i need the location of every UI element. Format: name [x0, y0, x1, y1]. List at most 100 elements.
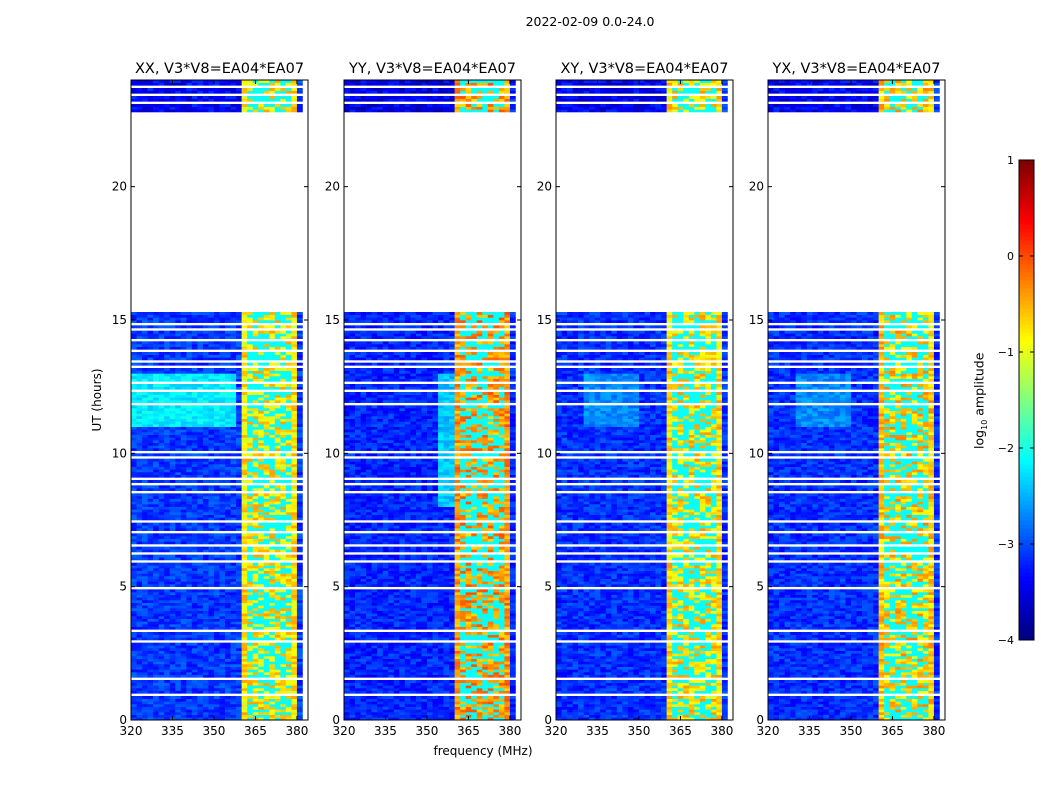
- heatmap-cell: [291, 506, 298, 510]
- heatmap-cell: [274, 672, 281, 675]
- heatmap-cell: [142, 469, 148, 473]
- heatmap-cell: [136, 538, 143, 542]
- heatmap-cell: [219, 674, 226, 678]
- heatmap-cell: [169, 469, 176, 473]
- heatmap-cell: [393, 709, 400, 713]
- heatmap-cell: [175, 80, 182, 83]
- heatmap-cell: [355, 709, 361, 713]
- heatmap-cell: [355, 688, 361, 691]
- heatmap-cell: [147, 368, 154, 371]
- heatmap-cell: [252, 626, 259, 630]
- heatmap-cell: [230, 674, 237, 678]
- heatmap-cell: [415, 714, 422, 718]
- heatmap-cell: [202, 714, 209, 718]
- heatmap-cell: [164, 400, 171, 403]
- heatmap-cell: [438, 712, 444, 715]
- heatmap-cell: [465, 690, 472, 694]
- heatmap-cell: [164, 82, 171, 86]
- heatmap-cell: [252, 682, 259, 686]
- heatmap-cell: [197, 485, 204, 489]
- heatmap-cell: [153, 472, 159, 475]
- heatmap-cell: [230, 314, 237, 318]
- heatmap-cell: [377, 674, 384, 678]
- heatmap-row: [131, 536, 303, 539]
- heatmap-cell: [169, 618, 176, 622]
- heatmap-cell: [285, 600, 292, 603]
- heatmap-cell: [258, 434, 265, 438]
- heatmap-cell: [285, 557, 292, 561]
- heatmap-cell: [393, 685, 400, 689]
- heatmap-cell: [241, 704, 248, 707]
- heatmap-cell: [454, 682, 461, 686]
- heatmap-cell: [136, 106, 143, 110]
- heatmap-cell: [202, 682, 209, 686]
- heatmap-cell: [213, 616, 220, 619]
- heatmap-cell: [296, 626, 303, 630]
- heatmap-cell: [225, 362, 231, 366]
- heatmap-cell: [258, 669, 265, 673]
- heatmap-cell: [213, 354, 220, 358]
- heatmap-cell: [236, 616, 242, 619]
- heatmap-cell: [191, 325, 198, 329]
- heatmap-cell: [344, 717, 350, 721]
- heatmap-cell: [241, 637, 248, 641]
- heatmap-cell: [274, 474, 281, 478]
- heatmap-cell: [263, 557, 270, 561]
- heatmap-cell: [208, 384, 215, 387]
- heatmap-cell: [258, 376, 265, 379]
- heatmap-cell: [274, 653, 281, 657]
- heatmap-cell: [460, 680, 466, 683]
- heatmap-cell: [247, 632, 253, 635]
- heatmap-cell: [236, 90, 242, 94]
- y-tick-label: 15: [112, 313, 127, 327]
- heatmap-cell: [274, 357, 281, 361]
- heatmap-cell: [158, 666, 165, 670]
- heatmap-cell: [432, 704, 439, 707]
- heatmap-cell: [252, 589, 259, 593]
- heatmap-cell: [219, 472, 226, 475]
- heatmap-cell: [377, 672, 384, 675]
- heatmap-cell: [252, 376, 259, 379]
- heatmap-cell: [180, 426, 187, 430]
- heatmap-cell: [180, 501, 187, 505]
- heatmap-cell: [169, 384, 176, 387]
- heatmap-cell: [131, 434, 137, 438]
- heatmap-cell: [349, 709, 356, 713]
- heatmap-cell: [258, 485, 265, 489]
- heatmap-cell: [175, 448, 182, 451]
- heatmap-cell: [241, 669, 248, 673]
- heatmap-cell: [225, 376, 231, 379]
- heatmap-cell: [230, 442, 237, 446]
- heatmap-cell: [274, 378, 281, 382]
- heatmap-cell: [230, 96, 237, 99]
- heatmap-cell: [263, 376, 270, 379]
- heatmap-cell: [247, 562, 253, 566]
- heatmap-cell: [180, 613, 187, 617]
- heatmap-cell: [236, 597, 242, 601]
- heatmap-row: [131, 400, 303, 403]
- heatmap-row: [131, 82, 303, 86]
- heatmap-cell: [410, 685, 417, 689]
- heatmap-cell: [131, 648, 137, 651]
- heatmap-cell: [197, 512, 204, 515]
- heatmap-cell: [136, 525, 143, 529]
- heatmap-cell: [131, 597, 137, 601]
- heatmap-cell: [230, 584, 237, 587]
- heatmap-cell: [269, 672, 276, 675]
- heatmap-cell: [241, 674, 248, 678]
- heatmap-cell: [274, 573, 281, 577]
- heatmap-cell: [191, 714, 198, 718]
- heatmap-cell: [366, 706, 372, 710]
- heatmap-row: [131, 680, 303, 683]
- heatmap-cell: [280, 517, 287, 521]
- heatmap-cell: [269, 602, 276, 606]
- heatmap-cell: [285, 418, 292, 422]
- heatmap-cell: [208, 706, 215, 710]
- heatmap-cell: [175, 418, 182, 422]
- heatmap-cell: [296, 562, 303, 566]
- heatmap-cell: [142, 408, 148, 411]
- heatmap-cell: [136, 709, 143, 713]
- heatmap-cell: [180, 325, 187, 329]
- heatmap-cell: [241, 440, 248, 443]
